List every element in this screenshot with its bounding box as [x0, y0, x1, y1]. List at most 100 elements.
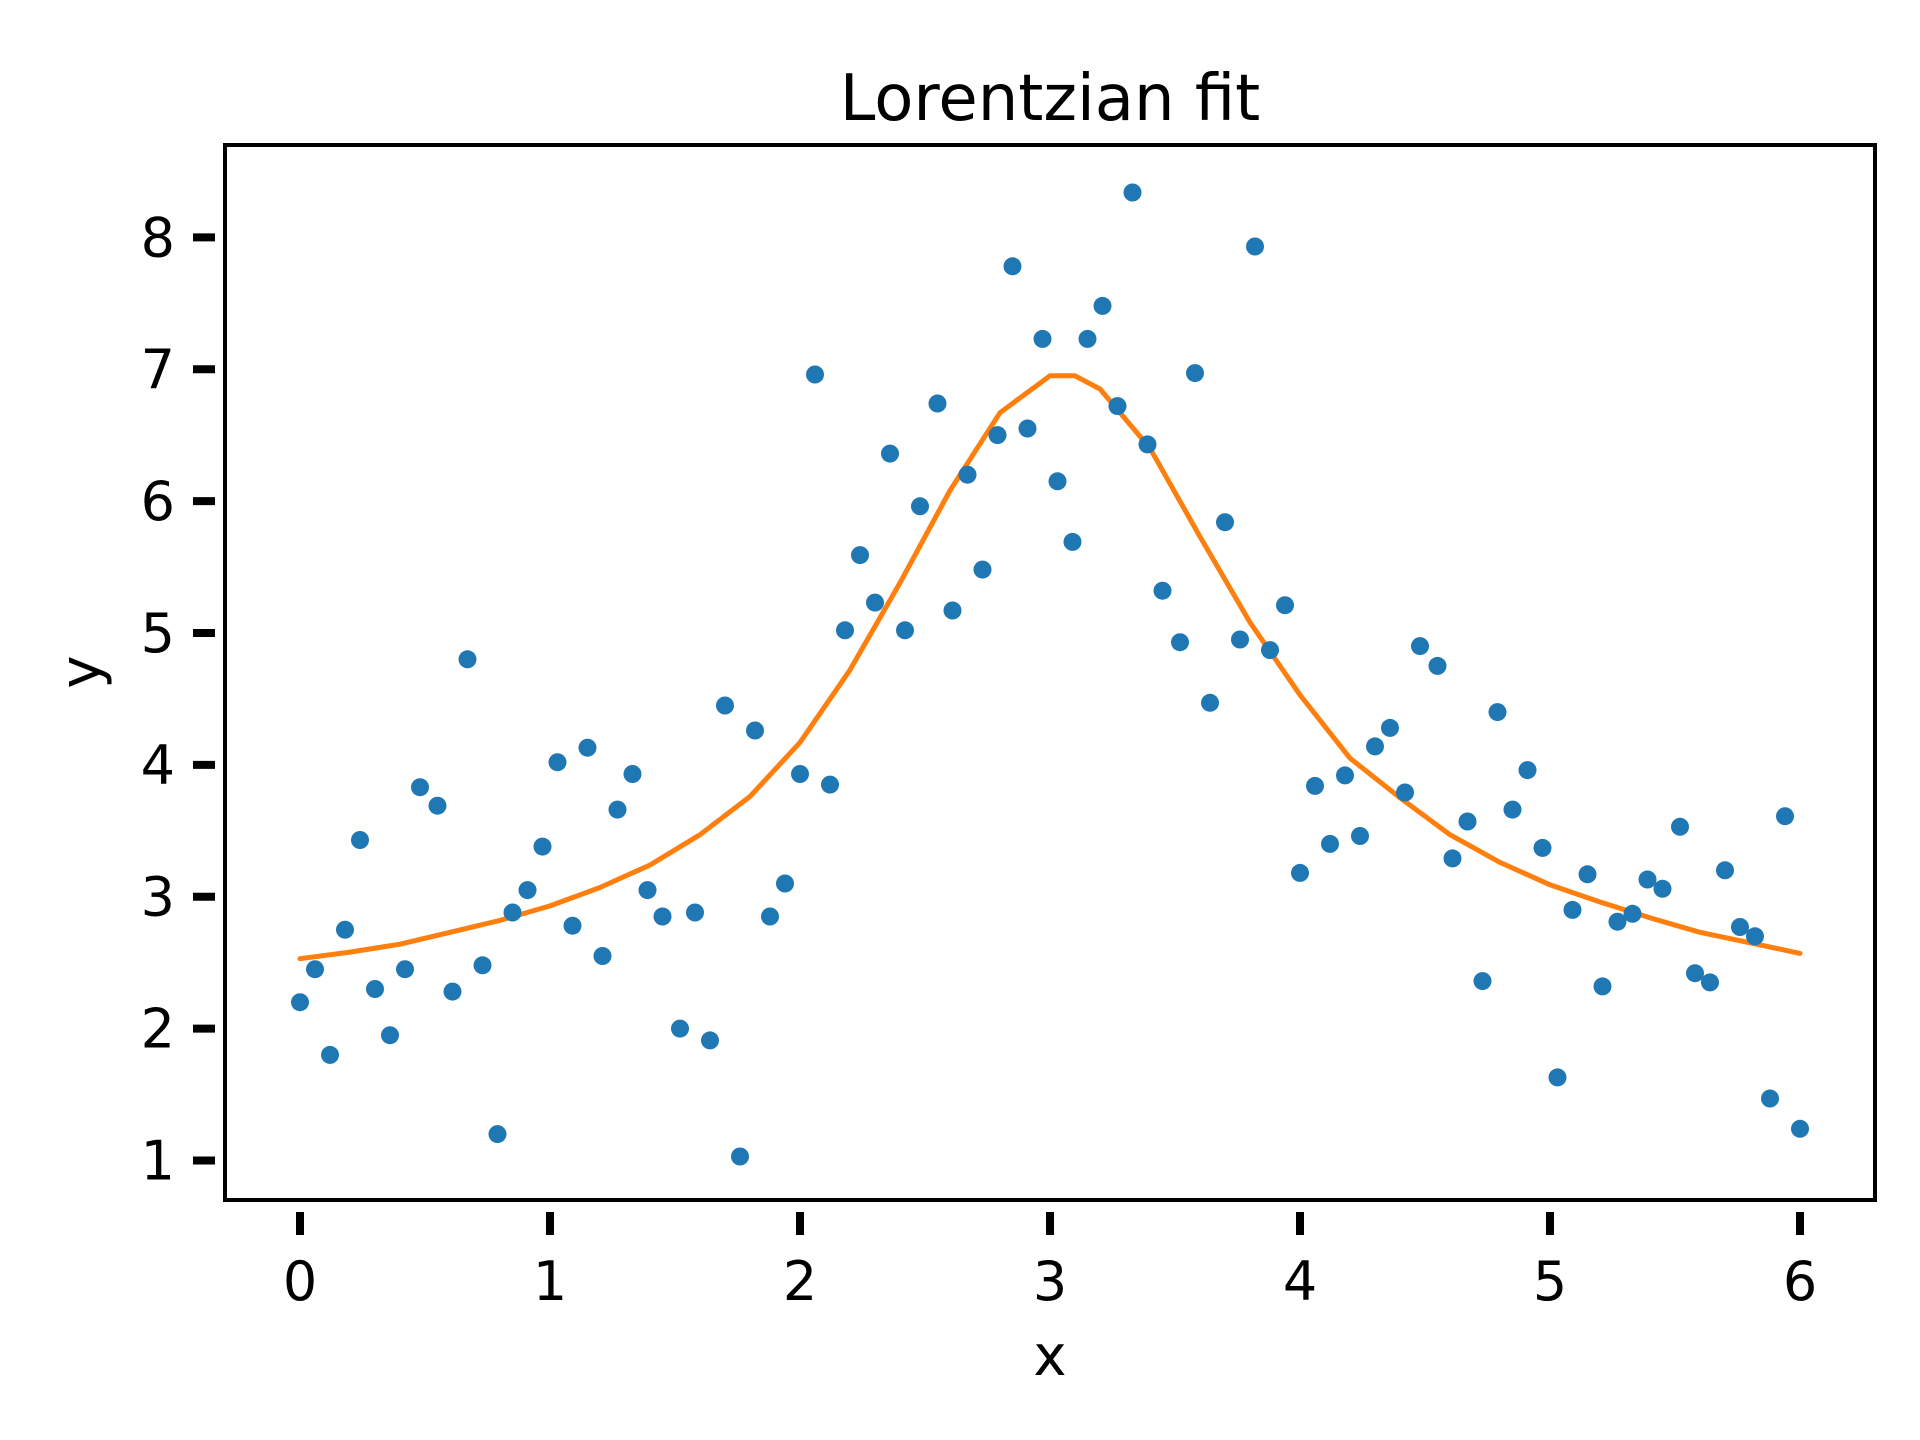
data-point	[623, 765, 642, 783]
data-point	[653, 907, 672, 926]
data-point	[1578, 865, 1597, 884]
data-point	[1671, 817, 1689, 836]
data-point	[1093, 296, 1112, 315]
data-point	[943, 601, 962, 620]
data-point	[428, 796, 447, 815]
data-point	[548, 753, 567, 772]
data-point	[1473, 972, 1492, 991]
data-point	[1291, 863, 1309, 882]
data-point	[731, 1147, 749, 1166]
chart-title: Lorentzian fit	[840, 62, 1261, 136]
data-point	[896, 621, 914, 640]
data-point	[1306, 776, 1324, 795]
data-point	[578, 738, 597, 757]
data-point	[821, 775, 839, 794]
y-tick-label: 3	[141, 866, 175, 929]
data-point	[321, 1045, 339, 1064]
data-point	[563, 916, 582, 935]
data-point	[1186, 364, 1204, 383]
data-point	[1261, 641, 1279, 660]
data-point	[503, 903, 522, 922]
data-point	[381, 1026, 399, 1045]
y-tick-label: 5	[141, 602, 175, 665]
data-point	[671, 1019, 689, 1038]
data-point	[1018, 419, 1037, 438]
y-tick-label: 1	[141, 1129, 175, 1192]
data-point	[836, 621, 854, 640]
data-point	[761, 907, 779, 926]
data-point	[1216, 513, 1234, 532]
data-point	[1171, 633, 1189, 652]
data-point	[1443, 849, 1462, 868]
data-point	[1488, 703, 1507, 722]
x-tick-label: 1	[533, 1250, 567, 1313]
data-point	[881, 444, 899, 463]
data-point	[291, 993, 309, 1012]
x-axis-label: x	[1033, 1324, 1066, 1389]
data-point	[1381, 718, 1399, 737]
data-point	[1623, 904, 1642, 923]
data-point	[1063, 532, 1082, 551]
data-point	[366, 980, 384, 998]
data-point	[1153, 581, 1172, 600]
data-point	[1701, 973, 1719, 992]
data-point	[1351, 827, 1369, 845]
data-point	[1003, 257, 1022, 276]
data-point	[1231, 630, 1249, 649]
data-point	[1503, 800, 1522, 819]
data-points-layer	[291, 183, 1809, 1166]
y-axis: 1 2 3 4 5 6 7 8	[141, 206, 215, 1192]
data-point	[1138, 435, 1157, 454]
data-point	[1428, 656, 1447, 675]
y-tick-label: 4	[141, 734, 175, 797]
data-point	[1336, 766, 1354, 785]
data-point	[1108, 397, 1127, 416]
data-point	[1746, 927, 1764, 946]
data-point	[1653, 879, 1672, 898]
data-point	[1608, 912, 1627, 931]
data-point	[1123, 183, 1142, 202]
data-point	[1276, 596, 1294, 615]
data-point	[1776, 807, 1794, 826]
data-point	[1593, 977, 1612, 996]
y-tick-label: 2	[141, 998, 175, 1061]
data-point	[1048, 472, 1067, 491]
data-point	[411, 778, 429, 797]
x-tick-label: 4	[1283, 1250, 1317, 1313]
data-point	[988, 426, 1007, 445]
data-point	[746, 721, 764, 740]
y-tick-label: 8	[141, 206, 175, 269]
data-point	[1686, 964, 1704, 983]
data-point	[608, 800, 627, 819]
x-tick-label: 5	[1533, 1250, 1567, 1313]
data-point	[1761, 1089, 1779, 1108]
data-point	[1791, 1119, 1809, 1138]
data-point	[488, 1125, 507, 1144]
data-point	[776, 874, 794, 893]
data-point	[396, 960, 414, 979]
data-point	[686, 903, 704, 922]
data-point	[1411, 637, 1429, 656]
y-tick-label: 6	[141, 470, 175, 533]
data-point	[1246, 237, 1264, 256]
data-point	[958, 465, 977, 484]
data-point	[1563, 900, 1582, 919]
data-point	[473, 956, 492, 975]
y-axis-label: y	[49, 655, 114, 688]
data-point	[443, 982, 462, 1001]
data-point	[1518, 761, 1537, 780]
data-point	[1731, 918, 1749, 936]
data-point	[851, 546, 869, 565]
data-point	[1396, 783, 1414, 802]
data-point	[1366, 737, 1384, 756]
data-point	[1458, 812, 1477, 831]
data-point	[928, 394, 947, 413]
data-point	[973, 560, 992, 579]
data-point	[1321, 834, 1339, 853]
x-axis: 0 1 2 3 4 5 6	[283, 1212, 1817, 1313]
data-point	[593, 947, 612, 965]
data-point	[306, 960, 324, 979]
data-point	[1548, 1068, 1567, 1087]
data-point	[1201, 693, 1219, 712]
